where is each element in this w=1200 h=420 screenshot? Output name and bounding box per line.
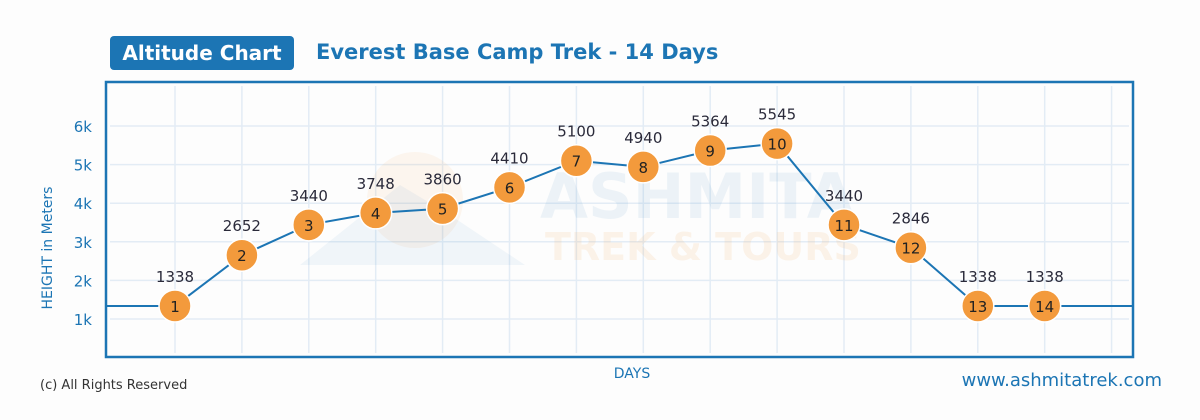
data-point	[492, 170, 527, 205]
data-label: 2652	[223, 217, 261, 235]
y-tick-label: 6k	[74, 118, 93, 136]
chart-title: Everest Base Camp Trek - 14 Days	[316, 40, 719, 64]
data-point	[292, 208, 326, 242]
website-link[interactable]: www.ashmitatrek.com	[961, 370, 1162, 391]
x-axis-label: DAYS	[613, 366, 651, 382]
day-label: 13	[968, 298, 987, 316]
data-label: 3440	[290, 187, 328, 205]
day-label: 9	[705, 143, 715, 161]
data-label: 5364	[691, 113, 729, 131]
chart-badge: Altitude Chart	[110, 36, 294, 70]
data-label: 1338	[156, 268, 194, 286]
data-point	[358, 196, 393, 230]
data-label: 1338	[1026, 268, 1064, 286]
data-point	[1027, 289, 1062, 323]
data-point	[760, 126, 794, 161]
y-tick-label: 3k	[74, 234, 93, 252]
y-tick-label: 1k	[74, 311, 93, 329]
y-tick-label: 5k	[74, 157, 93, 175]
y-tick-label: 4k	[74, 195, 93, 213]
data-label: 3748	[357, 175, 395, 193]
day-label: 12	[901, 240, 920, 258]
data-point	[626, 150, 661, 184]
data-label: 1338	[959, 268, 997, 286]
altitude-line	[106, 142, 1133, 307]
watermark-mountain	[300, 185, 525, 265]
data-point	[225, 238, 259, 272]
y-tick-label: 2k	[74, 272, 93, 290]
data-point	[827, 208, 861, 242]
data-point	[894, 230, 928, 265]
day-label: 2	[237, 247, 247, 265]
data-label: 5545	[758, 106, 796, 124]
data-point	[559, 143, 594, 178]
copyright-text: (c) All Rights Reserved	[40, 378, 188, 393]
data-point	[693, 133, 727, 168]
data-point	[158, 289, 192, 323]
day-label: 14	[1035, 298, 1054, 316]
data-label: 4410	[490, 149, 528, 167]
data-label: 4940	[624, 129, 662, 147]
data-label: 3860	[424, 171, 462, 189]
data-label: 3440	[825, 187, 863, 205]
day-label: 3	[304, 217, 314, 235]
data-point	[961, 289, 995, 323]
watermark-text: TREK & TOURS	[545, 225, 861, 269]
day-label: 10	[768, 136, 787, 154]
day-label: 4	[371, 205, 381, 223]
day-label: 6	[505, 179, 515, 197]
day-label: 7	[572, 153, 582, 171]
day-label: 1	[170, 298, 180, 316]
day-label: 5	[438, 201, 448, 219]
day-label: 11	[834, 217, 853, 235]
data-point	[425, 191, 460, 226]
day-label: 8	[639, 159, 649, 177]
data-label: 5100	[557, 123, 595, 141]
plot-frame	[104, 80, 1135, 359]
watermark-text: ASHMITA	[540, 160, 855, 233]
data-label: 2846	[892, 210, 930, 228]
